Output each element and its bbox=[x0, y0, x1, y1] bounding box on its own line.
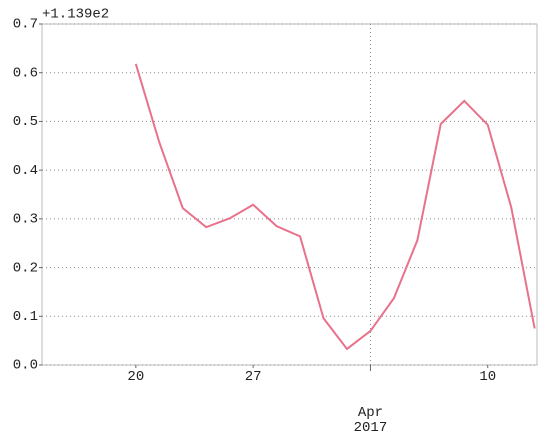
x-tick-label: 10 bbox=[479, 369, 497, 385]
x-tick-label: 20 bbox=[127, 369, 145, 385]
y-tick-label: 0.6 bbox=[13, 65, 38, 81]
y-tick-label: 0.1 bbox=[13, 309, 38, 325]
y-tick-label: 0.0 bbox=[13, 358, 38, 374]
y-tick-label: 0.3 bbox=[13, 212, 38, 228]
x-tick-label: Apr 2017 bbox=[353, 405, 388, 436]
x-tick-label: 27 bbox=[244, 369, 262, 385]
y-tick-label: 0.4 bbox=[13, 163, 38, 179]
line bbox=[134, 63, 536, 351]
plot-frame bbox=[41, 23, 538, 366]
y-tick-label: 0.5 bbox=[13, 114, 38, 130]
y-tick-label: 0.2 bbox=[13, 260, 38, 276]
y-tick-label: 0.7 bbox=[13, 17, 38, 33]
offset-text: +1.139e2 bbox=[42, 7, 109, 23]
